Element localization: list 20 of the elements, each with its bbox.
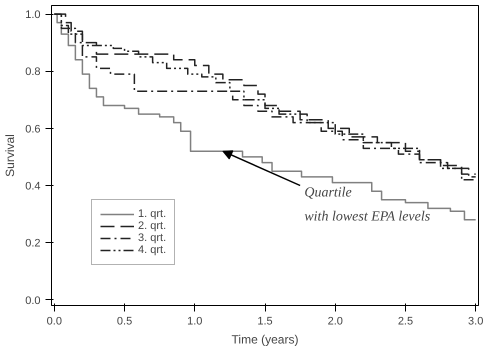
x-tick-label: 1.5 — [257, 316, 273, 328]
x-tick-label: 0.5 — [116, 316, 132, 328]
y-tick-label: 1.0 — [25, 9, 41, 22]
legend-label: 1. qrt. — [138, 208, 166, 220]
annotation: Quartile with lowest EPA levels — [304, 186, 431, 224]
x-tick-label: 2.0 — [328, 316, 343, 328]
y-tick-label: 0.4 — [25, 180, 41, 192]
y-tick-label: 0.2 — [25, 238, 41, 250]
y-axis-title: Survival — [3, 134, 18, 177]
x-tick-label: 2.5 — [398, 316, 414, 328]
y-tick-label: 0.8 — [25, 66, 41, 78]
legend-label: 4. qrt. — [138, 244, 166, 256]
x-tick-label: 1.0 — [187, 316, 202, 328]
legend-label: 3. qrt. — [138, 232, 166, 244]
x-tick-label: 3.0 — [468, 316, 484, 328]
x-axis-title: Time (years) — [232, 332, 298, 346]
y-tick-label: 0.6 — [25, 123, 41, 136]
x-tick-label: 0.0 — [46, 316, 62, 328]
legend-label: 2. qrt. — [138, 220, 166, 232]
y-tick-label: 0.0 — [25, 294, 41, 307]
